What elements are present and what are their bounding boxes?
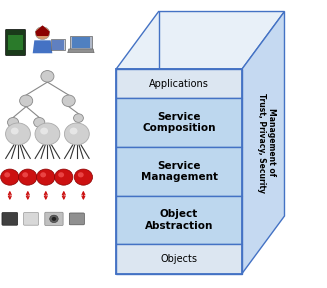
Circle shape	[52, 217, 56, 221]
Circle shape	[70, 128, 77, 134]
Bar	[116, 196, 242, 245]
Circle shape	[1, 169, 19, 185]
Circle shape	[40, 128, 48, 134]
FancyBboxPatch shape	[45, 212, 63, 226]
Bar	[8, 35, 23, 50]
Circle shape	[37, 169, 55, 185]
Circle shape	[35, 27, 50, 39]
Polygon shape	[242, 12, 284, 274]
FancyBboxPatch shape	[2, 213, 18, 225]
FancyBboxPatch shape	[6, 29, 26, 56]
Text: Object
Abstraction: Object Abstraction	[145, 209, 213, 231]
Bar	[116, 245, 242, 274]
Text: Service
Composition: Service Composition	[142, 112, 216, 133]
Circle shape	[50, 215, 58, 223]
Bar	[116, 69, 242, 98]
Circle shape	[64, 123, 89, 145]
Circle shape	[41, 71, 54, 82]
Circle shape	[62, 95, 75, 107]
Circle shape	[74, 114, 83, 122]
FancyBboxPatch shape	[24, 213, 39, 225]
Polygon shape	[116, 12, 284, 69]
Circle shape	[35, 123, 60, 145]
Bar	[52, 40, 64, 50]
Text: Service
Management: Service Management	[141, 161, 217, 182]
Polygon shape	[68, 49, 94, 53]
Circle shape	[74, 169, 93, 185]
Bar	[72, 37, 90, 48]
Circle shape	[11, 128, 19, 134]
Circle shape	[20, 95, 33, 107]
Bar	[116, 147, 242, 196]
Circle shape	[22, 172, 28, 177]
Circle shape	[40, 172, 46, 177]
FancyBboxPatch shape	[70, 36, 92, 49]
FancyBboxPatch shape	[51, 39, 65, 50]
Bar	[116, 69, 242, 274]
Circle shape	[8, 118, 19, 127]
Polygon shape	[35, 25, 50, 36]
Circle shape	[58, 172, 64, 177]
Circle shape	[55, 169, 73, 185]
Circle shape	[78, 172, 84, 177]
Text: Objects: Objects	[161, 254, 198, 264]
Circle shape	[6, 123, 30, 145]
Text: Management of
Trust, Privacy, Security: Management of Trust, Privacy, Security	[257, 92, 276, 193]
Polygon shape	[33, 40, 52, 53]
Bar	[116, 98, 242, 147]
Circle shape	[34, 118, 45, 127]
Text: Applications: Applications	[149, 79, 209, 89]
FancyBboxPatch shape	[69, 213, 84, 225]
Circle shape	[19, 169, 37, 185]
Circle shape	[4, 172, 10, 177]
